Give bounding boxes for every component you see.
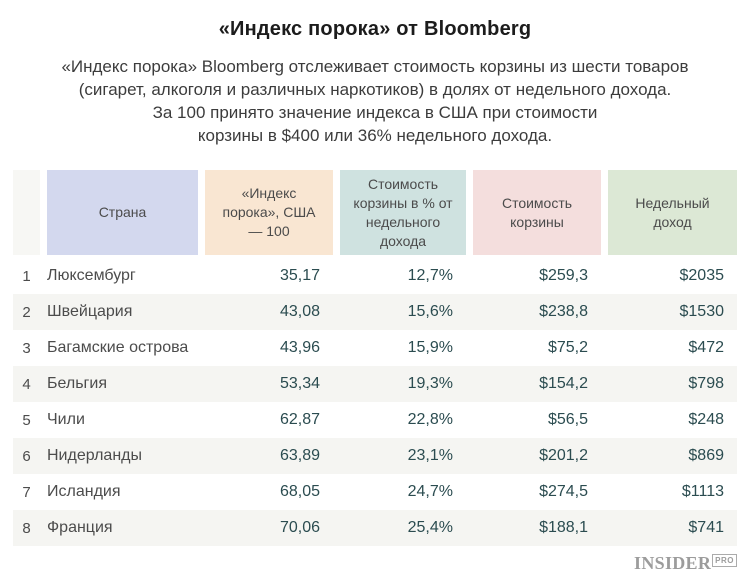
index-cell: 43,96 — [279, 339, 320, 356]
index-cell: 35,17 — [279, 267, 320, 284]
rank-cell: 7 — [22, 483, 31, 501]
header-cell-rank — [13, 170, 40, 255]
subtitle-line: «Индекс порока» Bloomberg отслеживает ст… — [61, 57, 689, 76]
country-cell: Люксембург — [47, 267, 136, 284]
header-cell-index: «Индекс порока», США — 100 — [205, 170, 333, 255]
footer: INSIDER PRO — [13, 553, 737, 574]
income-cell: $741 — [688, 519, 724, 536]
basket-cost-cell: $201,2 — [539, 447, 588, 464]
table-header-row: Страна «Индекс порока», США — 100 Стоимо… — [13, 170, 737, 255]
table-row: 2 Швейцария 43,08 15,6% $238,8 $1530 — [13, 294, 737, 330]
income-cell: $2035 — [679, 267, 725, 284]
country-cell: Франция — [47, 519, 113, 536]
pct-cell: 15,9% — [407, 339, 453, 356]
rank-cell: 1 — [22, 267, 31, 285]
header-cell-pct: Стоимость корзины в % от недельного дохо… — [340, 170, 466, 255]
basket-cost-cell: $274,5 — [539, 483, 588, 500]
basket-cost-cell: $75,2 — [547, 339, 588, 356]
subtitle-line: За 100 принято значение индекса в США пр… — [152, 103, 598, 122]
rank-cell: 2 — [22, 303, 31, 321]
table-row: 6 Нидерланды 63,89 23,1% $201,2 $869 — [13, 438, 737, 474]
pct-cell: 23,1% — [407, 447, 453, 464]
header-cell-weekly-income: Недельный доход — [608, 170, 737, 255]
basket-cost-cell: $259,3 — [539, 267, 588, 284]
index-cell: 62,87 — [279, 411, 320, 428]
basket-cost-cell: $188,1 — [539, 519, 588, 536]
pct-cell: 25,4% — [407, 519, 453, 536]
pct-cell: 22,8% — [407, 411, 453, 428]
pct-cell: 12,7% — [407, 267, 453, 284]
country-cell: Багамские острова — [47, 339, 189, 356]
basket-cost-cell: $56,5 — [547, 411, 588, 428]
table-row: 8 Франция 70,06 25,4% $188,1 $741 — [13, 510, 737, 546]
basket-cost-cell: $154,2 — [539, 375, 588, 392]
pct-cell: 24,7% — [407, 483, 453, 500]
basket-cost-cell: $238,8 — [539, 303, 588, 320]
table-body: 1 Люксембург 35,17 12,7% $259,3 $2035 2 … — [13, 258, 737, 546]
table-row: 5 Чили 62,87 22,8% $56,5 $248 — [13, 402, 737, 438]
table-row: 7 Исландия 68,05 24,7% $274,5 $1113 — [13, 474, 737, 510]
index-cell: 43,08 — [279, 303, 320, 320]
income-cell: $869 — [688, 447, 724, 464]
index-cell: 53,34 — [279, 375, 320, 392]
country-cell: Исландия — [47, 483, 121, 500]
insiderpro-logo-text: INSIDER — [634, 553, 712, 573]
subtitle-line: корзины в $400 или 36% недельного дохода… — [197, 126, 553, 145]
table-row: 4 Бельгия 53,34 19,3% $154,2 $798 — [13, 366, 737, 402]
country-cell: Бельгия — [47, 375, 107, 392]
income-cell: $1530 — [679, 303, 725, 320]
table-row: 1 Люксембург 35,17 12,7% $259,3 $2035 — [13, 258, 737, 294]
rank-cell: 6 — [22, 447, 31, 465]
header-cell-country: Страна — [47, 170, 198, 255]
country-cell: Чили — [47, 411, 85, 428]
rank-cell: 8 — [22, 519, 31, 537]
subtitle-line: (сигарет, алкоголя и различных наркотико… — [78, 80, 672, 99]
rank-cell: 4 — [22, 375, 31, 393]
subtitle: «Индекс порока» Bloomberg отслеживает ст… — [0, 55, 750, 147]
pct-cell: 15,6% — [407, 303, 453, 320]
country-cell: Швейцария — [47, 303, 133, 320]
income-cell: $248 — [688, 411, 724, 428]
income-cell: $798 — [688, 375, 724, 392]
header-cell-basket-cost: Стоимость корзины — [473, 170, 601, 255]
index-cell: 70,06 — [279, 519, 320, 536]
table-row: 3 Багамские острова 43,96 15,9% $75,2 $4… — [13, 330, 737, 366]
page-title: «Индекс порока» от Bloomberg — [218, 18, 532, 40]
insiderpro-logo-pro-badge: PRO — [712, 554, 737, 567]
rank-cell: 5 — [22, 411, 31, 429]
rank-cell: 3 — [22, 339, 31, 357]
income-cell: $1113 — [681, 483, 724, 500]
pct-cell: 19,3% — [407, 375, 453, 392]
income-cell: $472 — [688, 339, 724, 356]
country-cell: Нидерланды — [47, 447, 142, 464]
index-cell: 63,89 — [279, 447, 320, 464]
vice-index-table: Страна «Индекс порока», США — 100 Стоимо… — [13, 170, 737, 546]
index-cell: 68,05 — [279, 483, 320, 500]
